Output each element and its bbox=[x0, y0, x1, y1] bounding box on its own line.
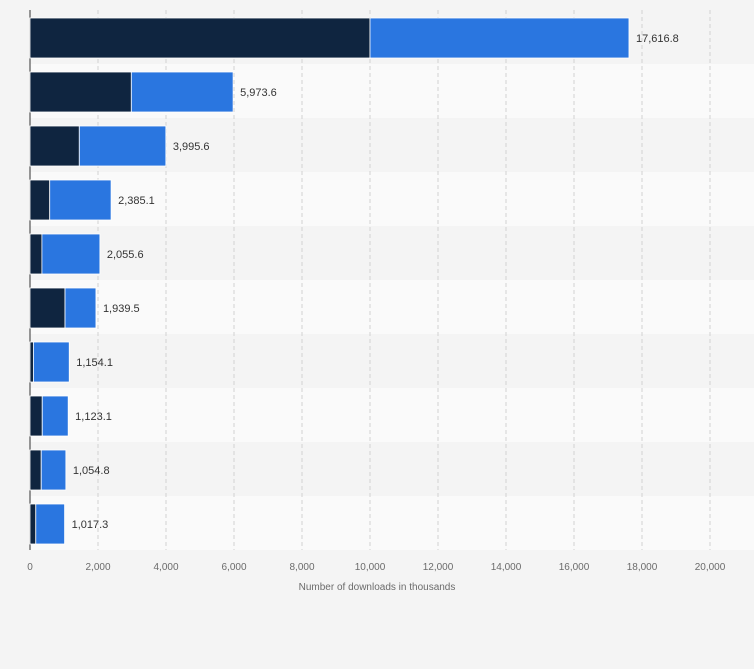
x-tick-label: 10,000 bbox=[355, 562, 386, 573]
row-band bbox=[30, 388, 754, 442]
bar-segment bbox=[29, 233, 43, 275]
data-label: 1,017.3 bbox=[72, 519, 109, 531]
x-axis: 0 2,000 4,000 6,000 8,000 10,000 12,000 14,000 1… bbox=[27, 562, 726, 573]
bar-segment bbox=[130, 71, 234, 113]
data-label: 2,385.1 bbox=[118, 195, 155, 207]
value-labels: 17,616.8 5,973.6 3,995.6 2,385.1 2,055.6 1,93… bbox=[72, 33, 679, 531]
x-tick-label: 8,000 bbox=[289, 562, 314, 573]
data-label: 1,939.5 bbox=[103, 303, 140, 315]
bar-segment bbox=[29, 17, 371, 59]
bar-segment bbox=[64, 287, 97, 329]
bar-segment bbox=[33, 341, 70, 383]
bar-segment bbox=[41, 395, 69, 437]
data-label: 2,055.6 bbox=[107, 249, 144, 261]
bar-segment bbox=[29, 503, 37, 545]
x-tick-label: 14,000 bbox=[491, 562, 522, 573]
data-label: 1,054.8 bbox=[73, 465, 110, 477]
bar-segment bbox=[41, 233, 101, 275]
bars bbox=[29, 17, 630, 545]
bar-segment bbox=[29, 449, 42, 491]
data-label: 3,995.6 bbox=[173, 141, 210, 153]
bar-segment bbox=[29, 395, 43, 437]
row-band bbox=[30, 442, 754, 496]
x-axis-title: Number of downloads in thousands bbox=[299, 582, 456, 593]
row-band bbox=[30, 280, 754, 334]
x-tick-label: 20,000 bbox=[695, 562, 726, 573]
data-label: 1,123.1 bbox=[75, 411, 112, 423]
x-tick-label: 6,000 bbox=[221, 562, 246, 573]
x-tick-label: 0 bbox=[27, 562, 33, 573]
bar-segment bbox=[78, 125, 167, 167]
bar-segment bbox=[369, 17, 630, 59]
row-bands bbox=[30, 10, 754, 550]
data-label: 1,154.1 bbox=[76, 357, 113, 369]
x-tick-label: 12,000 bbox=[423, 562, 454, 573]
gridlines bbox=[29, 10, 711, 550]
data-label: 5,973.6 bbox=[240, 87, 277, 99]
bar-segment bbox=[49, 179, 112, 221]
bar-segment bbox=[29, 71, 132, 113]
bar-segment bbox=[29, 179, 51, 221]
row-band bbox=[30, 496, 754, 550]
bar-segment bbox=[29, 287, 66, 329]
x-tick-label: 18,000 bbox=[627, 562, 658, 573]
bar-segment bbox=[40, 449, 67, 491]
data-label: 17,616.8 bbox=[636, 33, 679, 45]
x-tick-label: 4,000 bbox=[153, 562, 178, 573]
bar-segment bbox=[35, 503, 65, 545]
row-band bbox=[30, 226, 754, 280]
bar-segment bbox=[29, 125, 80, 167]
bar-segment bbox=[29, 341, 34, 383]
row-band bbox=[30, 172, 754, 226]
x-tick-label: 2,000 bbox=[85, 562, 110, 573]
row-band bbox=[30, 334, 754, 388]
x-tick-label: 16,000 bbox=[559, 562, 590, 573]
